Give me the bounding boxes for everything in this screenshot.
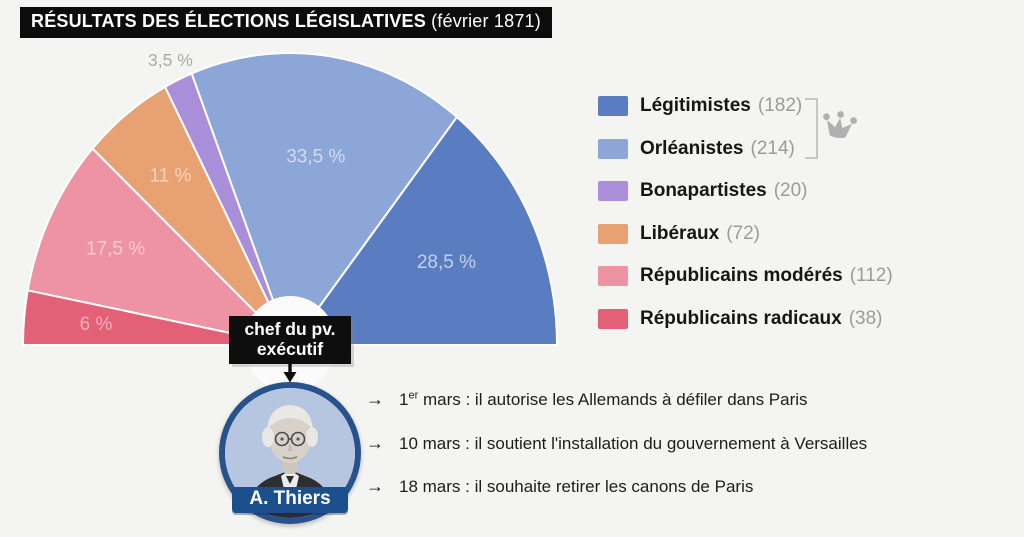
legend-item-count: (20) [773,180,808,202]
event-text: 10 mars : il soutient l'installation du … [399,433,868,453]
legend-item-count: (38) [848,307,883,329]
title-main: RÉSULTATS DES ÉLECTIONS LÉGISLATIVES [31,11,426,31]
legend-item-label: Républicains radicaux [640,307,842,329]
legend-swatch [598,223,628,244]
legend-swatch [598,96,628,117]
legend-item-label: Orléanistes [640,137,744,159]
thiers-name-tag: A. Thiers [232,487,348,513]
event-item: → 1er mars : il autorise les Allemands à … [366,389,867,415]
legend-item: Légitimistes (182) [598,85,893,128]
legend-swatch [598,181,628,202]
segment-percentage-label: 11 % [150,166,192,187]
chart-segment [190,52,458,309]
event-text: 18 mars : il souhaite retirer les canons… [399,477,754,496]
down-arrow-icon [283,361,297,383]
crown-icon [823,111,857,138]
event-text: 1er mars : il autorise les Allemands à d… [399,389,808,409]
executive-label-line2: exécutif [256,339,324,359]
legend-item-count: (214) [750,137,795,159]
legend-swatch [598,308,628,329]
events-list: → 1er mars : il autorise les Allemands à … [366,389,867,520]
legend-item-label: Républicains modérés [640,265,843,287]
executive-label: chef du pv. exécutif [229,316,351,364]
segment-percentage-label: 33,5 % [286,146,345,167]
legend-item-label: Légitimistes [640,95,751,117]
event-item: → 18 mars : il souhaite retirer les canon… [366,476,867,502]
right-arrow-icon: → [366,432,384,453]
hemicycle-chart: 6 % 17,5 % 11 % 3,5 % 33,5 % 28,5 % [21,50,558,392]
legend-item: Orléanistes (214) [598,128,893,171]
legend-item-label: Libéraux [640,222,720,244]
segment-percentage-label: 3,5 % [148,50,193,70]
monarchist-bracket [805,98,818,159]
title-subtitle: (février 1871) [425,11,541,31]
legend-item-count: (182) [757,95,803,117]
legend-item-count: (72) [726,222,760,244]
legend-swatch [598,138,628,159]
segment-percentage-label: 17,5 % [86,239,145,260]
segment-percentage-label: 6 % [80,314,113,335]
event-item: → 10 mars : il soutient l'installation du… [366,433,867,459]
legend: Légitimistes (182) Orléanistes (214) Bonapar… [598,85,893,340]
legend-item-count: (112) [849,265,893,287]
legend-item: Républicains radicaux (38) [598,298,893,341]
segment-percentage-label: 28,5 % [417,252,476,273]
chart-segment [91,85,270,314]
executive-label-line1: chef du pv. [244,319,336,339]
legend-swatch [598,266,628,287]
legend-item: Républicains modérés (112) [598,255,893,298]
legend-item: Libéraux (72) [598,213,893,256]
right-arrow-icon: → [366,476,384,496]
right-arrow-icon: → [366,389,384,409]
page-title: RÉSULTATS DES ÉLECTIONS LÉGISLATIVES (fé… [20,7,552,38]
legend-item-label: Bonapartistes [640,180,767,202]
legend-item: Bonapartistes (20) [598,170,893,213]
